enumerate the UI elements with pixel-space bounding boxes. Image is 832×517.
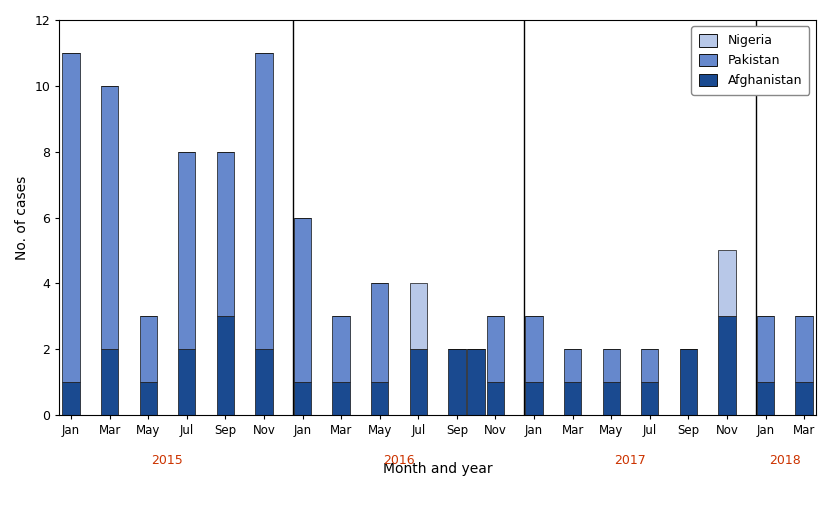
X-axis label: Month and year: Month and year [383,462,493,476]
Bar [564,349,582,382]
Bar [525,382,542,415]
Bar [409,349,427,415]
Bar [101,86,118,349]
Bar [602,382,620,415]
Bar [525,316,542,382]
Text: 2016: 2016 [384,454,415,467]
Bar [216,151,234,316]
Bar [468,349,485,415]
Bar [178,349,196,415]
Y-axis label: No. of cases: No. of cases [15,175,29,260]
Bar [487,316,504,382]
Bar [718,316,735,415]
Bar [757,382,775,415]
Bar [487,382,504,415]
Bar [757,316,775,382]
Bar [255,349,273,415]
Bar [371,283,389,382]
Bar [294,218,311,382]
Text: 2017: 2017 [615,454,646,467]
Bar [140,316,157,382]
Bar [333,382,349,415]
Bar [448,349,466,415]
Bar [602,349,620,382]
Bar [216,316,234,415]
Bar [641,349,658,382]
Text: 2015: 2015 [151,454,183,467]
Bar [62,382,80,415]
Bar [371,382,389,415]
Bar [178,151,196,349]
Legend: Nigeria, Pakistan, Afghanistan: Nigeria, Pakistan, Afghanistan [691,26,810,95]
Bar [680,349,697,415]
Bar [718,251,735,316]
Bar [140,382,157,415]
Bar [641,382,658,415]
Bar [333,316,349,382]
Bar [564,382,582,415]
Bar [294,382,311,415]
Bar [101,349,118,415]
Bar [409,283,427,349]
Bar [795,316,813,382]
Text: 2018: 2018 [769,454,800,467]
Bar [795,382,813,415]
Bar [255,53,273,349]
Bar [62,53,80,382]
